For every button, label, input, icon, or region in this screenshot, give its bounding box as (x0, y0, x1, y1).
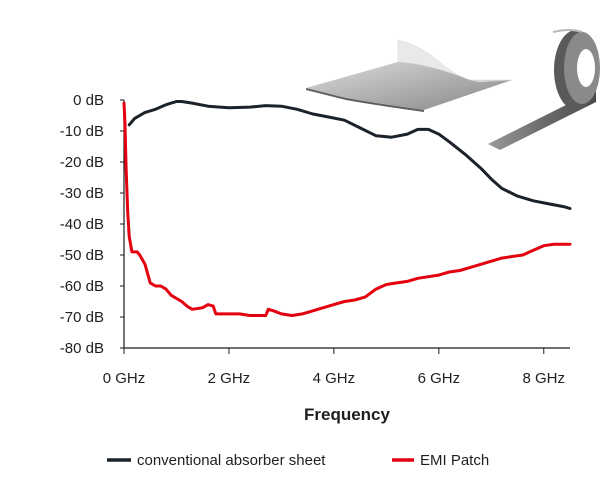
x-tick-label: 4 GHz (313, 370, 356, 387)
legend: conventional absorber sheet EMI Patch (107, 452, 489, 469)
legend-label-emi-patch: EMI Patch (420, 452, 489, 469)
y-tick-label: -50 dB (60, 247, 104, 264)
x-tick-label: 0 GHz (103, 370, 146, 387)
x-ticks: 0 GHz 2 GHz 4 GHz 6 GHz 8 GHz (103, 348, 565, 387)
y-tick-label: -60 dB (60, 278, 104, 295)
y-tick-label: -40 dB (60, 216, 104, 233)
legend-label-conventional: conventional absorber sheet (137, 452, 326, 469)
x-tick-label: 6 GHz (418, 370, 461, 387)
series-line-conventional-absorber (127, 100, 572, 210)
y-tick-label: -70 dB (60, 309, 104, 326)
y-tick-label: 0 dB (73, 92, 104, 109)
y-tick-label: -80 dB (60, 340, 104, 357)
absorber-sheet-illustration (306, 39, 513, 112)
series-line-emi-patch (122, 101, 572, 317)
emi-tape-roll-illustration (488, 29, 600, 150)
x-tick-label: 8 GHz (523, 370, 566, 387)
x-tick-label: 2 GHz (208, 370, 251, 387)
y-ticks: 0 dB -10 dB -20 dB -30 dB -40 dB -50 dB -60 dB… (60, 92, 124, 357)
y-tick-label: -30 dB (60, 185, 104, 202)
x-axis-title: Frequency (304, 405, 391, 424)
y-tick-label: -10 dB (60, 123, 104, 140)
y-tick-label: -20 dB (60, 154, 104, 171)
series-layer (122, 100, 572, 317)
